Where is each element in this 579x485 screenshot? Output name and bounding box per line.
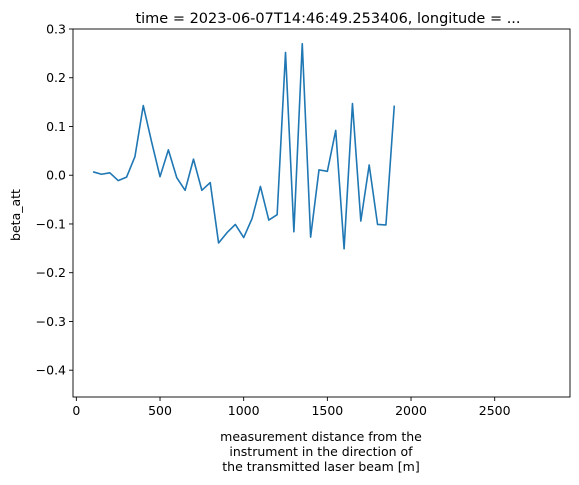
x-tick-label-5: 2500 — [479, 403, 511, 418]
plot-area: 0 500 1000 1500 2000 2500 −0.4 −0.3 −0.2 −0.1 0.0 0… — [36, 22, 571, 418]
y-tick-label-1: −0.3 — [36, 314, 66, 329]
y-axis-label: beta_att — [8, 189, 23, 241]
x-tick-label-0: 0 — [72, 403, 80, 418]
x-tick-label-2: 1000 — [228, 403, 260, 418]
y-tick-label-2: −0.2 — [36, 265, 66, 280]
x-axis-label-line-3: the transmitted laser beam [m] — [222, 459, 420, 474]
x-tick-label-4: 2000 — [395, 403, 427, 418]
y-tick-label-0: −0.4 — [36, 363, 66, 378]
x-axis-label-line-2: instrument in the direction of — [229, 444, 413, 459]
y-tick-label-5: 0.1 — [46, 119, 66, 134]
series-line-0 — [92, 42, 396, 250]
axes-frame — [72, 28, 571, 398]
chart-title: time = 2023-06-07T14:46:49.253406, longi… — [135, 11, 520, 27]
x-tick-label-1: 500 — [148, 403, 172, 418]
x-tick-label-3: 1500 — [311, 403, 343, 418]
x-axis-label-line-1: measurement distance from the — [220, 429, 422, 444]
y-tick-label-3: −0.1 — [36, 216, 66, 231]
y-tick-label-4: 0.0 — [46, 168, 66, 183]
y-tick-label-7: 0.3 — [46, 22, 66, 37]
y-tick-label-6: 0.2 — [46, 70, 66, 85]
